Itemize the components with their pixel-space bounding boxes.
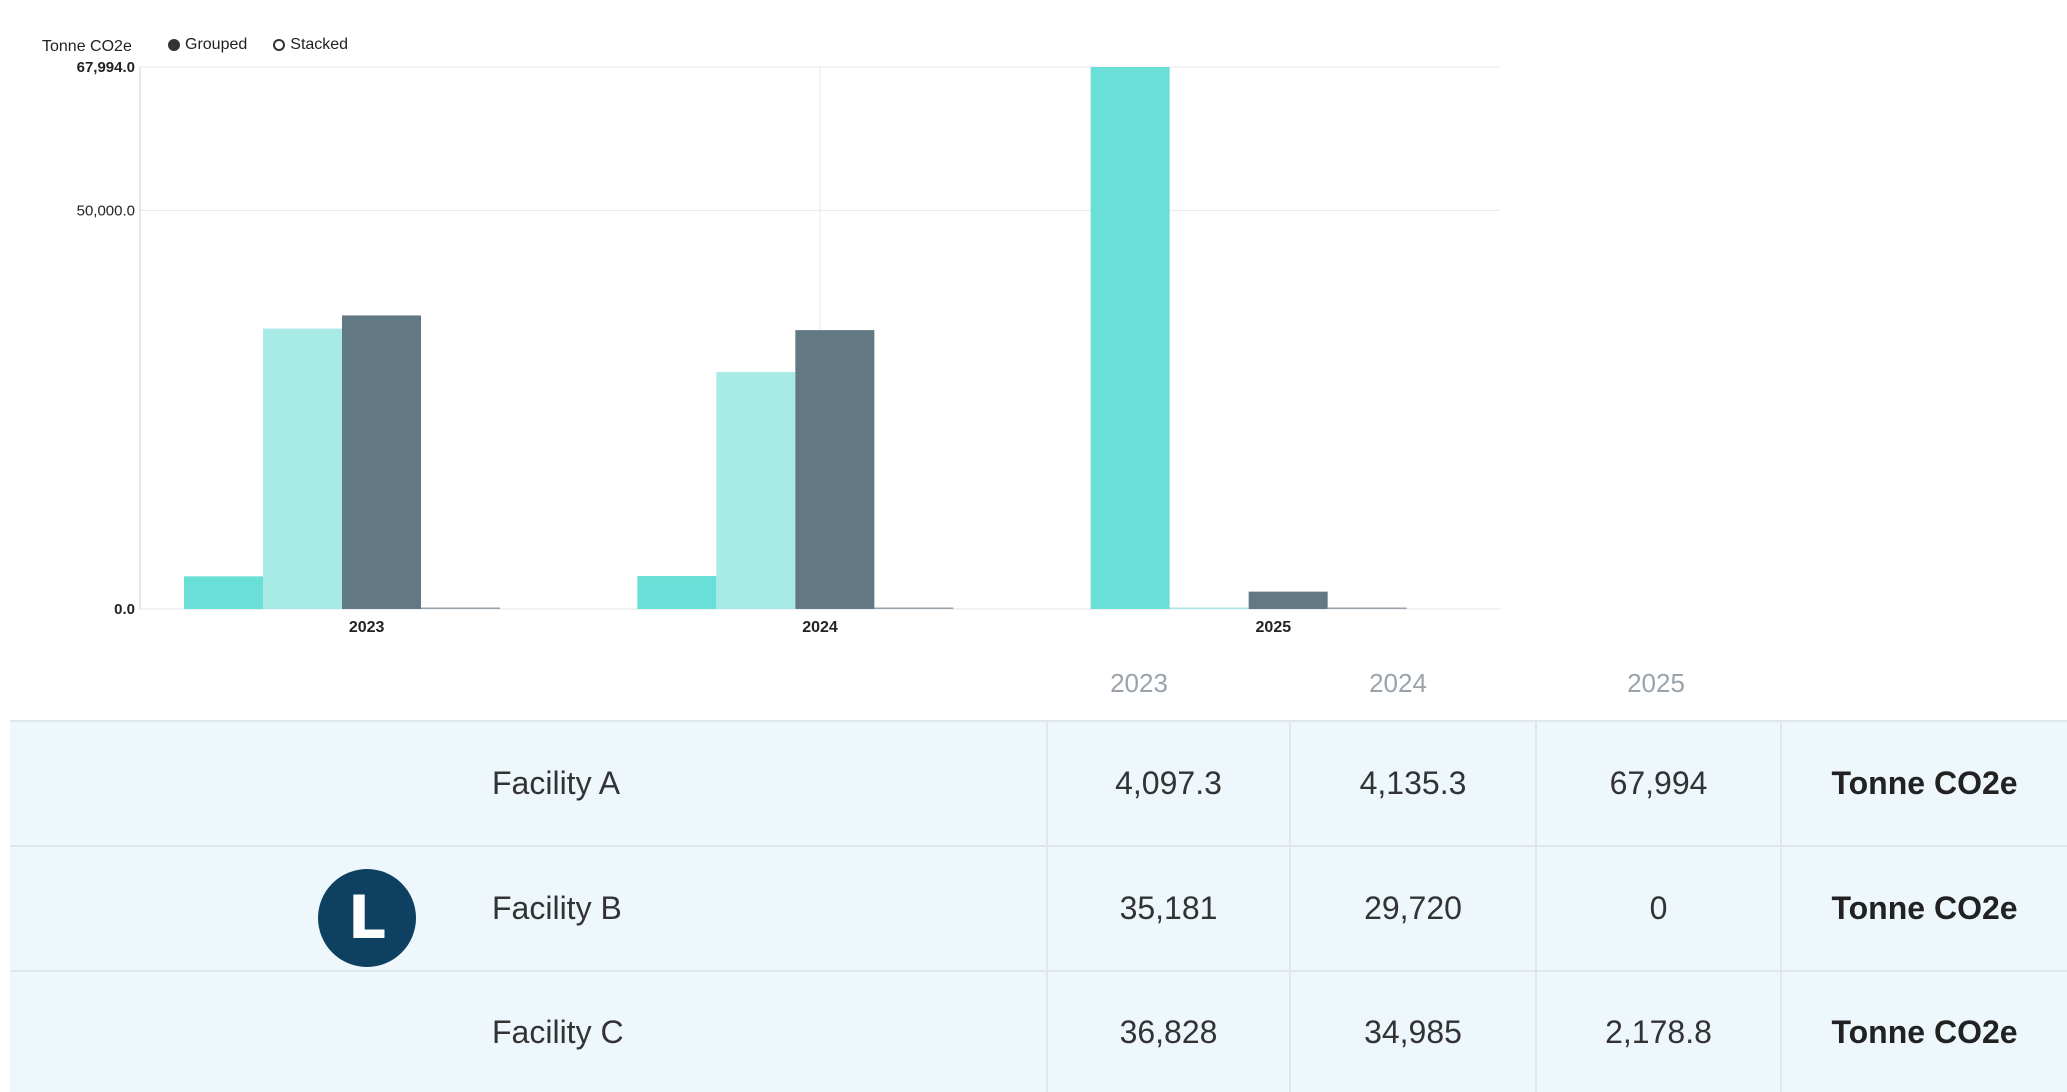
table-row: Facility A 4,097.3 4,135.3 67,994 Tonne … xyxy=(10,722,2067,847)
row-value-2025: 2,178.8 xyxy=(1537,972,1782,1092)
row-value-2023: 35,181 xyxy=(1048,847,1291,970)
row-value-2024: 4,135.3 xyxy=(1291,722,1537,845)
bar-2023-series-3 xyxy=(342,315,421,609)
row-unit: Tonne CO2e xyxy=(1831,765,2018,801)
bar-2025-series-3 xyxy=(1248,591,1328,609)
row-value-2024: 29,720 xyxy=(1291,847,1537,970)
y-tick-label: 67,994.0 xyxy=(77,59,135,76)
stacked-label: Stacked xyxy=(290,36,349,53)
row-value-2025: 67,994 xyxy=(1537,722,1782,845)
x-tick-label: 2023 xyxy=(349,619,385,636)
y-tick-label: 50,000.0 xyxy=(77,202,135,219)
row-name-cell: L Facility B xyxy=(10,847,1048,970)
table-year-header-2025: 2025 xyxy=(1627,668,1685,698)
grouped-radio-icon[interactable] xyxy=(168,39,180,51)
table-row: L Facility B 35,181 29,720 0 Tonne CO2e xyxy=(10,847,2067,972)
row-unit: Tonne CO2e xyxy=(1831,1013,2018,1050)
row-name-cell: Facility C xyxy=(10,972,1048,1092)
table-year-header-2023: 2023 xyxy=(1110,668,1168,698)
bar-2023-series-2 xyxy=(263,328,342,609)
bar-2023-series-4 xyxy=(421,607,500,609)
grouped-option[interactable]: Grouped xyxy=(168,36,247,54)
bar-2025-series-1 xyxy=(1090,67,1170,609)
row-value-2023: 4,097.3 xyxy=(1048,722,1291,845)
row-name: Facility A xyxy=(492,765,621,801)
row-value-2023: 36,828 xyxy=(1048,972,1291,1092)
bar-chart: 0.0 50,000.0 67,994.0 2023 2024 2025 xyxy=(77,59,1500,636)
table-row: Facility C 36,828 34,985 2,178.8 Tonne C… xyxy=(10,972,2067,1092)
chart-unit-label: Tonne CO2e xyxy=(42,38,132,55)
avatar[interactable]: L xyxy=(318,869,416,967)
row-value-2025: 0 xyxy=(1537,847,1782,970)
bar-2025-series-4 xyxy=(1327,607,1407,609)
bar-2023-series-1 xyxy=(184,576,263,609)
y-tick-label: 0.0 xyxy=(114,601,135,618)
bar-2024-series-4 xyxy=(874,607,954,609)
grouped-label: Grouped xyxy=(185,36,248,53)
chart-mode-toggle: Grouped Stacked xyxy=(168,36,348,54)
row-name-cell: Facility A xyxy=(10,722,1048,845)
row-unit: Tonne CO2e xyxy=(1831,890,2018,926)
bar-2024-series-1 xyxy=(637,576,717,609)
table-year-header-2024: 2024 xyxy=(1369,668,1427,698)
row-name: Facility C xyxy=(492,1013,624,1050)
stacked-radio-icon[interactable] xyxy=(273,39,286,51)
data-table: Facility A 4,097.3 4,135.3 67,994 Tonne … xyxy=(10,720,2067,1092)
bar-2024-series-2 xyxy=(716,372,796,609)
x-tick-label: 2025 xyxy=(1256,619,1292,636)
x-tick-label: 2024 xyxy=(802,619,838,636)
bar-2024-series-3 xyxy=(795,330,875,609)
row-value-2024: 34,985 xyxy=(1291,972,1537,1092)
row-name: Facility B xyxy=(492,890,622,926)
bar-2025-series-2 xyxy=(1169,607,1249,609)
stacked-option[interactable]: Stacked xyxy=(273,36,348,54)
chart-area: 0.0 50,000.0 67,994.0 2023 2024 2025 Tonne CO… xyxy=(0,0,1520,650)
